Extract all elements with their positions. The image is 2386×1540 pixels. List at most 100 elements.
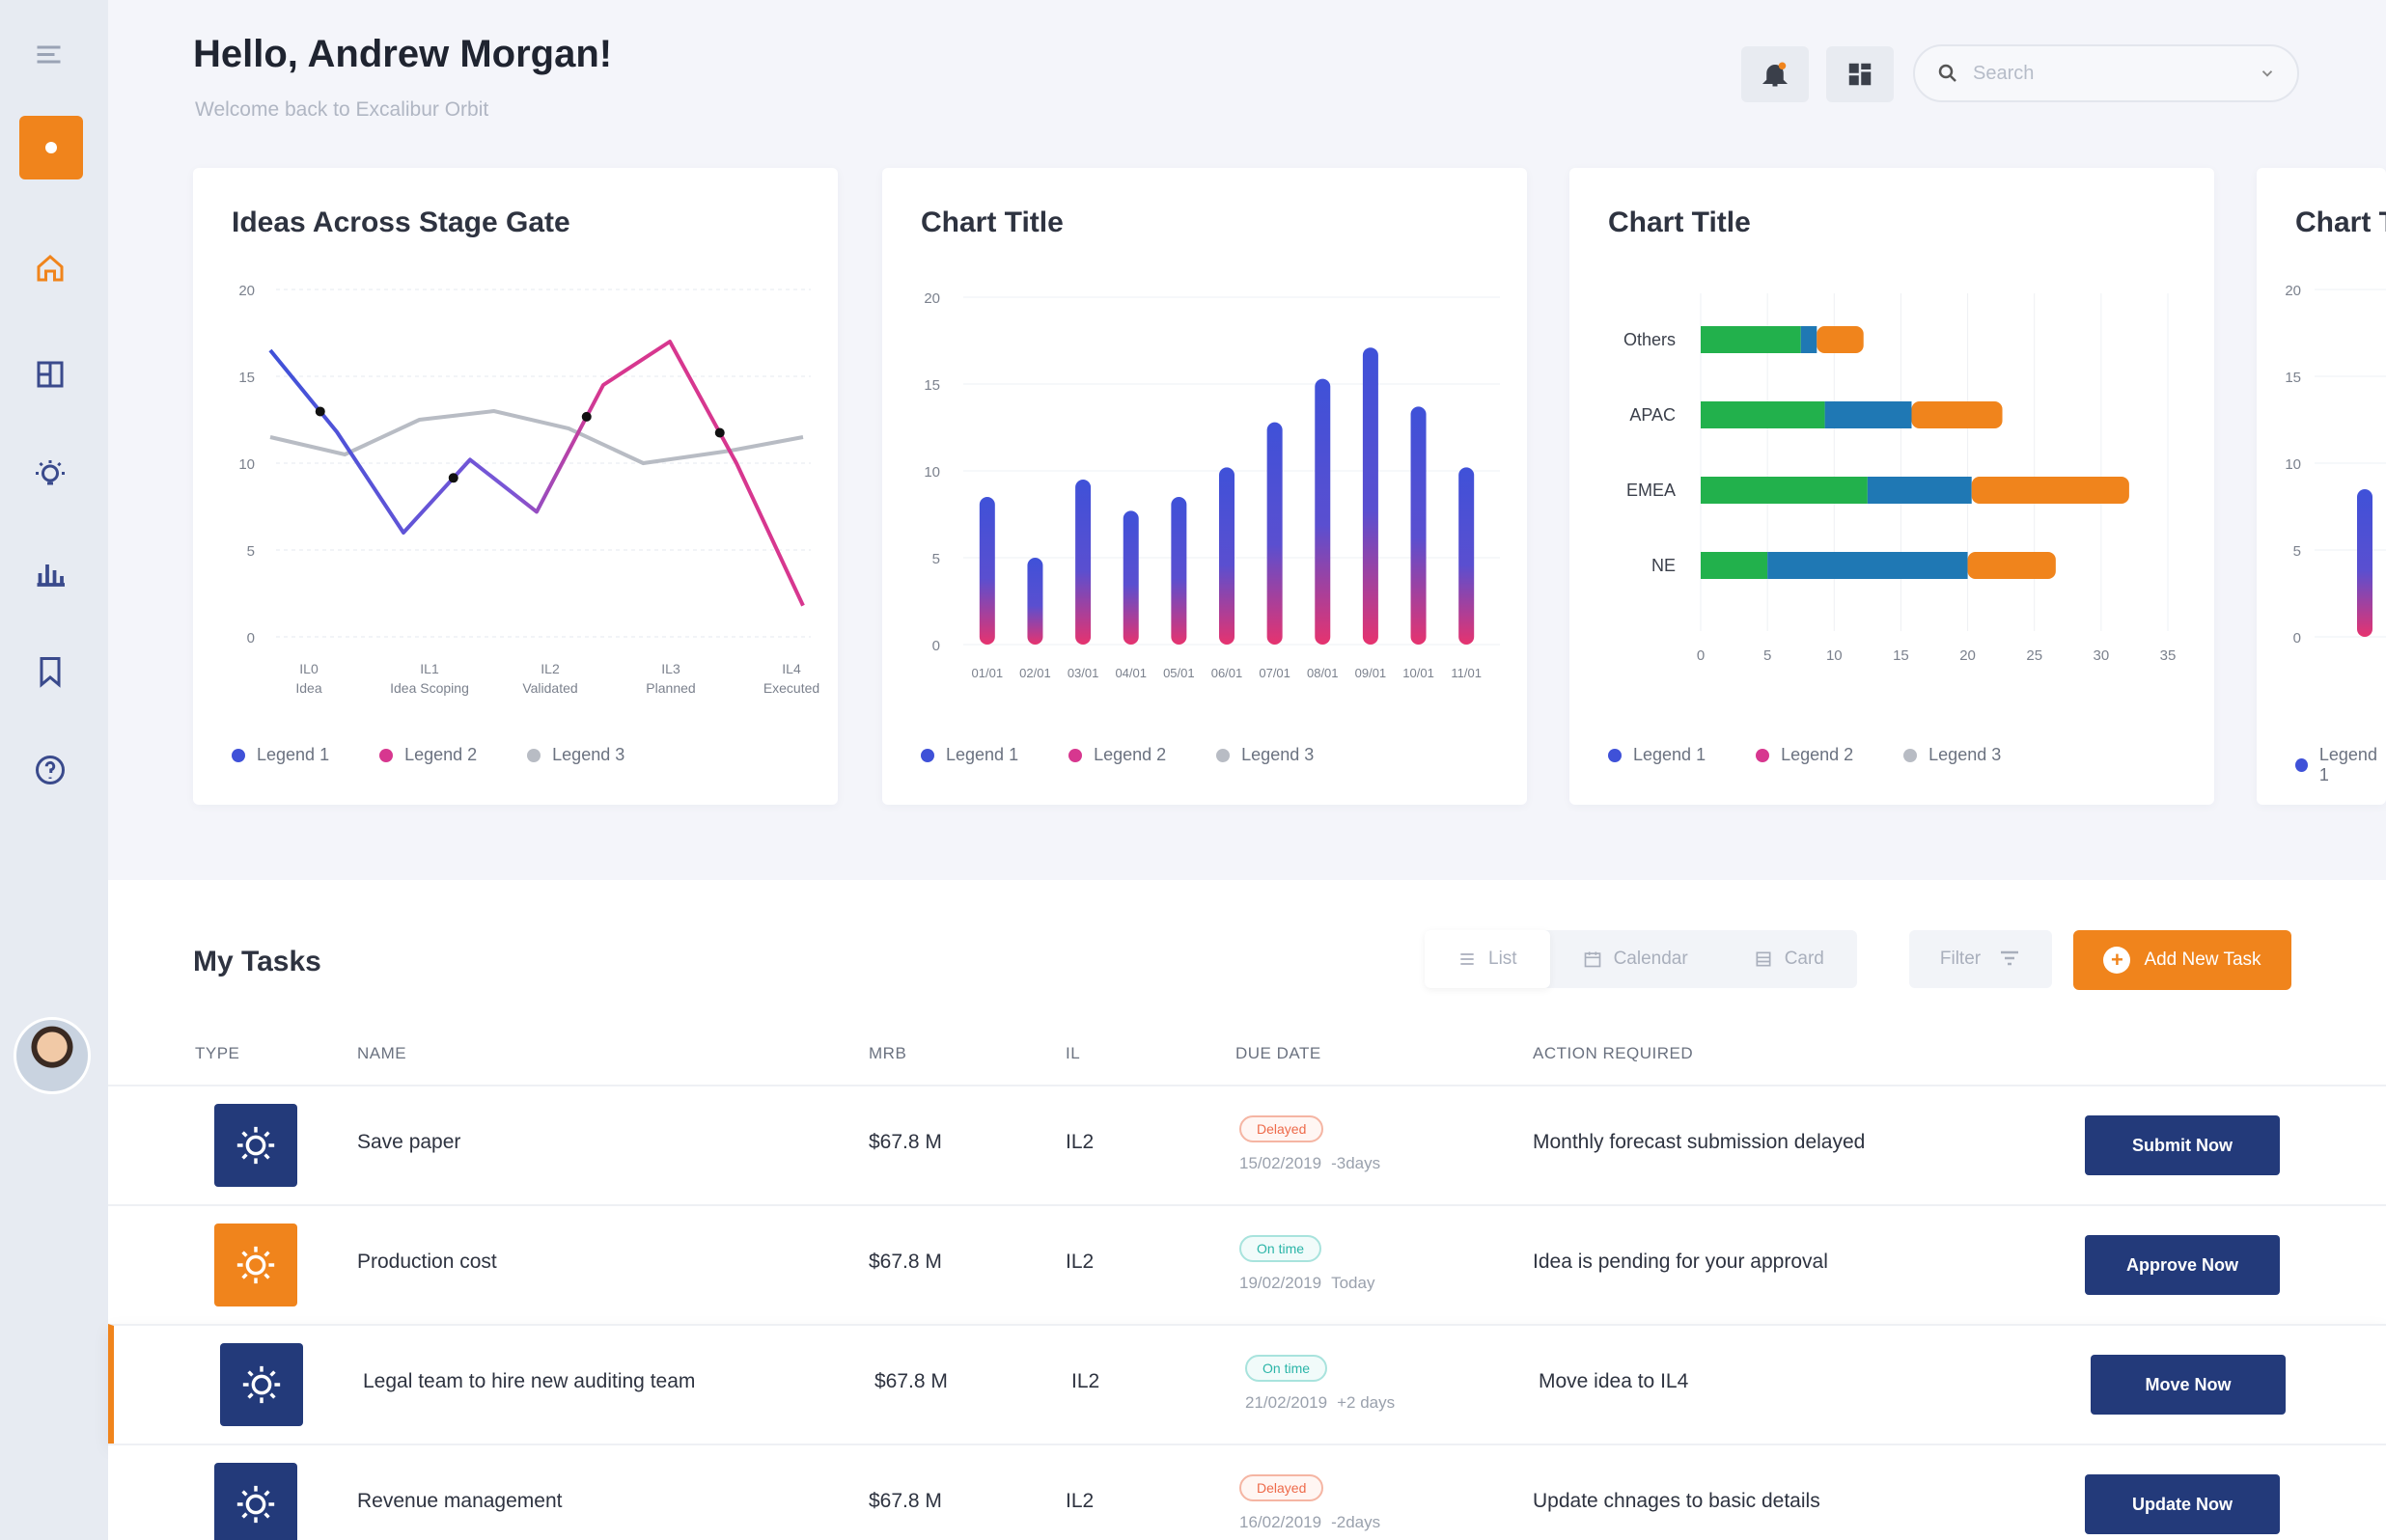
bar-segment	[1701, 477, 1868, 504]
search-box[interactable]	[1913, 44, 2299, 102]
add-new-task-button[interactable]: + Add New Task	[2073, 930, 2291, 990]
x-tick-label: Planned	[646, 680, 695, 696]
stacked-bar-chart-card: Chart Title 0 5 10 15 20 25 30 35 Others APAC EMEA…	[1569, 168, 2214, 805]
task-mrb: $67.8 M	[869, 1490, 942, 1512]
x-tick-label: 01/01	[972, 666, 1004, 680]
tab-card[interactable]: Card	[1721, 930, 1857, 988]
bar	[1410, 406, 1427, 645]
bookmark-icon[interactable]	[27, 648, 73, 695]
bar-chart-card: Chart Title 0 5 10 15 20 01/01 02/01 03/01 04/01…	[882, 168, 1527, 805]
home-icon[interactable]	[27, 245, 73, 291]
bar-chart: 0 5 10 15 20 01/01 02/01 03/01 04/01 05/01 06/01 07…	[924, 290, 1500, 680]
page-title: Hello, Andrew Morgan!	[193, 33, 613, 75]
series-line-legend-1	[268, 340, 805, 607]
bar-segment	[1967, 552, 2056, 579]
x-tick-label: 5	[1763, 647, 1771, 664]
due-date-relative: -3days	[1331, 1154, 1381, 1172]
x-tick-label: Executed	[763, 680, 819, 696]
data-point	[714, 427, 725, 438]
bar-segment	[1817, 326, 1864, 353]
action-required: Idea is pending for your approval	[1533, 1251, 1828, 1273]
y-category-label: Others	[1623, 330, 1676, 349]
dashboard-icon[interactable]	[27, 351, 73, 398]
task-type-icon	[220, 1343, 303, 1426]
brand-icon[interactable]	[19, 116, 83, 179]
tab-label: List	[1488, 949, 1517, 969]
due-date: 21/02/2019 +2 days	[1245, 1393, 1395, 1413]
due-date-relative: Today	[1331, 1274, 1375, 1292]
filter-label: Filter	[1939, 949, 1982, 969]
x-tick-label: 0	[1697, 647, 1705, 664]
tab-calendar[interactable]: Calendar	[1550, 930, 1721, 988]
notification-button[interactable]	[1741, 46, 1809, 102]
x-tick-label: Validated	[522, 680, 577, 696]
table-row[interactable]: Legal team to hire new auditing team $67.…	[108, 1324, 2386, 1444]
bar-chart-icon[interactable]	[27, 550, 73, 596]
x-tick-label: IL0	[299, 661, 319, 676]
x-tick-label: 06/01	[1211, 666, 1243, 680]
x-tick-label: 10/01	[1402, 666, 1434, 680]
menu-icon[interactable]	[27, 33, 73, 79]
idea-icon[interactable]	[27, 452, 73, 498]
legend-label: Legend 2	[404, 745, 478, 764]
idea-icon	[236, 1246, 275, 1284]
legend-item-3: Legend 3	[527, 745, 624, 765]
action-button[interactable]: Submit Now	[2085, 1115, 2280, 1175]
task-name[interactable]: Production cost	[357, 1251, 497, 1273]
partial-chart-card: Chart Title 0 5 10 15 20 Legend 1	[2257, 168, 2386, 805]
bar-segment	[1867, 477, 1972, 504]
legend-item-2: Legend 2	[1068, 745, 1166, 765]
stacked-bar-chart: 0 5 10 15 20 25 30 35 Others APAC EMEA NE	[1623, 293, 2176, 664]
bar	[979, 497, 995, 645]
bar	[1266, 422, 1283, 645]
y-tick-label: 20	[238, 283, 255, 299]
chart-title: Ideas Across Stage Gate	[232, 206, 570, 238]
tab-list[interactable]: List	[1425, 930, 1550, 988]
my-tasks-panel: My Tasks List Calendar Card Filter + Add…	[108, 880, 2386, 1540]
filter-button[interactable]: Filter	[1909, 930, 2052, 988]
grid-icon	[1848, 63, 1872, 86]
table-row[interactable]: Production cost $67.8 M IL2 On time 19/02/20…	[108, 1204, 2386, 1324]
bar-segment	[1701, 326, 1801, 353]
chart-title: Chart Title	[921, 206, 1064, 238]
search-input[interactable]	[1973, 62, 2259, 85]
avatar[interactable]	[14, 1017, 91, 1094]
chart-title: Chart Title	[2295, 206, 2386, 238]
apps-button[interactable]	[1826, 46, 1894, 102]
status-badge: On time	[1239, 1235, 1322, 1262]
bar-segment	[1911, 401, 2003, 428]
due-date-relative: +2 days	[1337, 1393, 1396, 1412]
legend-item-3: Legend 3	[1903, 745, 2001, 765]
chart-legend: Legend 1	[2295, 745, 2386, 785]
y-tick-label: 5	[932, 551, 940, 567]
table-row[interactable]: Revenue management $67.8 M IL2 Delayed 16/02…	[108, 1444, 2386, 1540]
bar-segment	[1971, 477, 2129, 504]
action-button[interactable]: Update Now	[2085, 1474, 2280, 1534]
task-mrb: $67.8 M	[874, 1370, 948, 1392]
x-tick-label: 07/01	[1259, 666, 1290, 680]
task-name[interactable]: Save paper	[357, 1131, 461, 1153]
table-row[interactable]: Save paper $67.8 M IL2 Delayed 15/02/2019 -3d…	[108, 1085, 2386, 1204]
column-header-mrb: MRB	[869, 1044, 907, 1062]
legend-label: Legend 1	[946, 745, 1019, 764]
chevron-down-icon[interactable]	[2259, 65, 2276, 82]
column-header-name: NAME	[357, 1044, 407, 1062]
series-line-legend-3	[269, 408, 804, 466]
action-required: Monthly forecast submission delayed	[1533, 1131, 1866, 1153]
sidebar	[0, 0, 108, 1540]
legend-item-2: Legend 2	[1756, 745, 1853, 765]
filter-icon	[2001, 950, 2019, 966]
legend-item-2: Legend 2	[379, 745, 477, 765]
action-button[interactable]: Move Now	[2091, 1355, 2286, 1415]
x-tick-label: IL1	[420, 661, 439, 676]
action-button[interactable]: Approve Now	[2085, 1235, 2280, 1295]
bar	[1075, 480, 1092, 645]
task-name[interactable]: Legal team to hire new auditing team	[363, 1370, 696, 1392]
help-icon[interactable]	[27, 747, 73, 793]
task-name[interactable]: Revenue management	[357, 1490, 563, 1512]
legend-label: Legend 1	[1633, 745, 1706, 764]
add-label: Add New Task	[2144, 949, 2261, 970]
y-category-label: EMEA	[1626, 481, 1676, 500]
task-mrb: $67.8 M	[869, 1251, 942, 1273]
list-icon	[1460, 953, 1474, 965]
